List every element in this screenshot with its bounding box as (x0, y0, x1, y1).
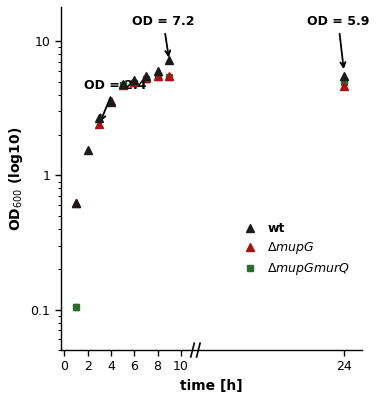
Text: OD = 5.9: OD = 5.9 (307, 15, 369, 67)
Y-axis label: OD$_{600}$ (log10): OD$_{600}$ (log10) (7, 126, 25, 231)
Text: OD = 7.2: OD = 7.2 (132, 15, 195, 56)
Text: OD = 2.4: OD = 2.4 (84, 79, 147, 120)
Legend: wt, $\Delta\mathit{mupG}$, $\Delta\mathit{mupGmurQ}$: wt, $\Delta\mathit{mupG}$, $\Delta\mathi… (232, 217, 355, 282)
X-axis label: time [h]: time [h] (180, 379, 242, 393)
